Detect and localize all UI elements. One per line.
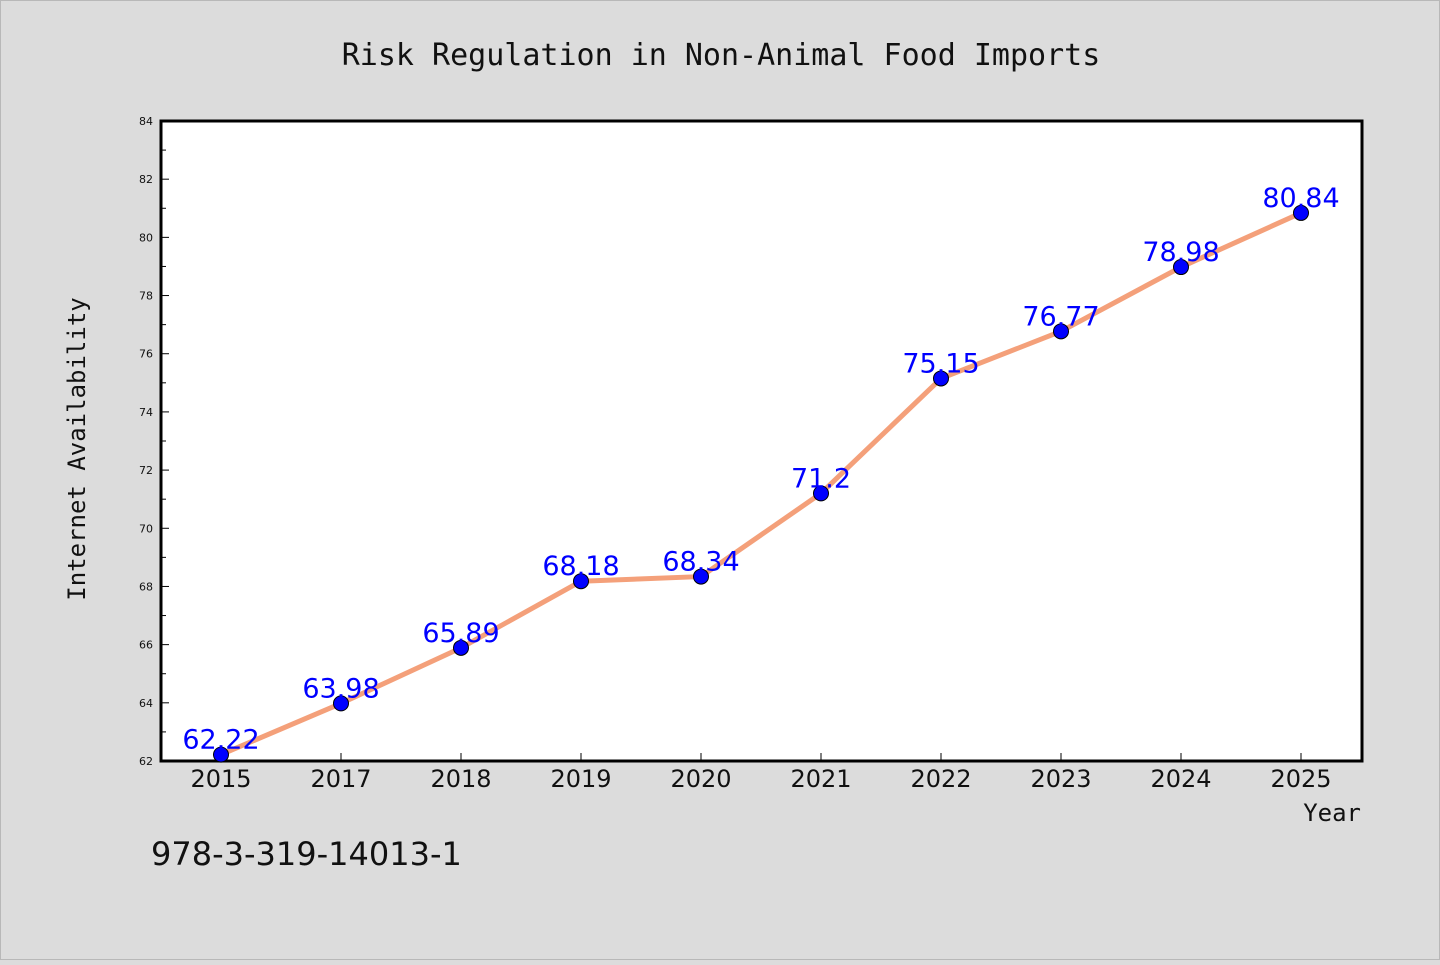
x-tick-label: 2021 [790, 765, 851, 793]
x-tick-label: 2020 [670, 765, 731, 793]
y-tick-label: 80 [139, 231, 153, 244]
data-label: 76.77 [1022, 301, 1099, 332]
y-tick-label: 72 [139, 464, 153, 477]
x-tick-label: 2015 [190, 765, 251, 793]
x-axis-title: Year [1303, 799, 1361, 827]
x-tick-label: 2019 [550, 765, 611, 793]
data-point [333, 695, 349, 712]
data-point [1053, 323, 1069, 340]
data-point [573, 573, 589, 590]
chart-title: Risk Regulation in Non-Animal Food Impor… [342, 38, 1101, 73]
data-label: 78.98 [1142, 237, 1219, 268]
data-label: 62.22 [182, 725, 259, 756]
y-tick-label: 66 [139, 639, 153, 652]
y-tick-label: 64 [139, 697, 153, 710]
y-tick-label: 74 [139, 406, 153, 419]
data-label: 68.34 [662, 547, 739, 578]
x-tick-label: 2017 [310, 765, 371, 793]
data-point [933, 370, 949, 387]
y-tick-label: 84 [139, 115, 153, 128]
y-tick-label: 70 [139, 522, 153, 535]
y-tick-label: 76 [139, 348, 153, 361]
data-label: 71.2 [791, 463, 851, 494]
x-tick-label: 2022 [910, 765, 971, 793]
data-point [213, 746, 229, 763]
data-point [813, 485, 829, 502]
plot-area [159, 119, 1364, 763]
data-point [453, 639, 469, 656]
data-point [1293, 204, 1309, 221]
data-label: 75.15 [902, 348, 979, 379]
data-label: 68.18 [542, 551, 619, 582]
y-tick-label: 78 [139, 290, 153, 303]
data-label: 63.98 [302, 673, 379, 704]
y-tick-label: 68 [139, 580, 153, 593]
series-layer [213, 204, 1309, 763]
data-label: 80.84 [1262, 183, 1339, 214]
data-point [693, 568, 709, 585]
y-axis-title: Internet Availability [63, 297, 91, 600]
y-tick-label: 62 [139, 755, 153, 768]
data-label-layer: 62.22 63.98 65.89 68.18 68.34 71.2 75.15 76.77 7… [182, 183, 1339, 756]
footer-isbn: 978-3-319-14013-1 [151, 835, 462, 873]
data-label: 65.89 [422, 618, 499, 649]
data-point [1173, 259, 1189, 276]
x-tick-label: 2024 [1150, 765, 1211, 793]
x-axis: 2015 2017 2018 2019 2020 2021 2022 2023 2024 2025 [190, 753, 1332, 793]
x-tick-label: 2018 [430, 765, 491, 793]
y-axis: 62 64 66 68 70 72 74 76 78 80 82 84 [139, 115, 169, 768]
series-line [218, 210, 1304, 758]
y-tick-label: 82 [139, 173, 153, 186]
x-tick-label: 2023 [1030, 765, 1091, 793]
x-tick-label: 2025 [1270, 765, 1331, 793]
